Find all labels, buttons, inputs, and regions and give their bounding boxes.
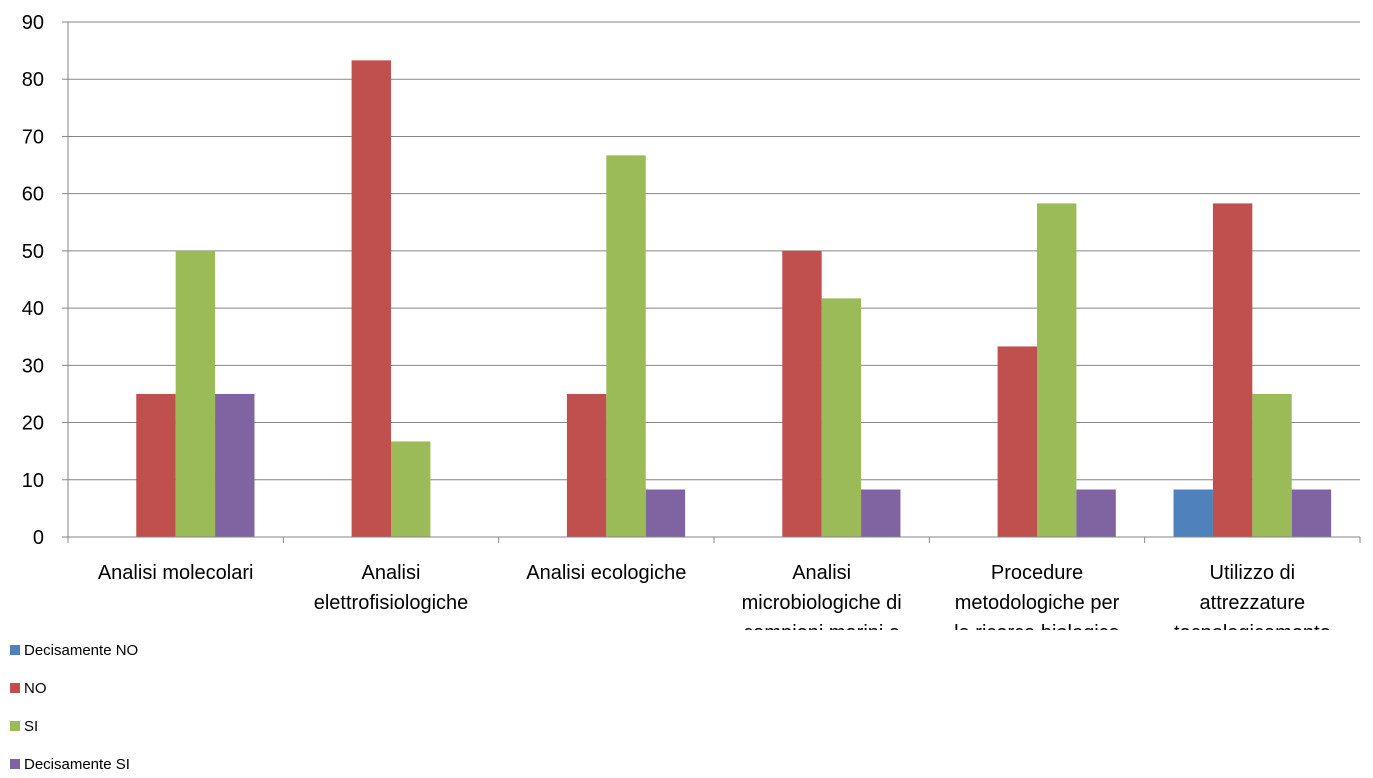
x-tick-label-line: microbiologiche di xyxy=(742,592,902,614)
y-tick-label: 70 xyxy=(22,126,44,148)
x-tick-label-line: Analisi xyxy=(362,562,421,584)
legend-label: Decisamente NO xyxy=(24,641,139,659)
legend-item-decisamente-si: Decisamente SI xyxy=(10,754,130,774)
y-tick-label: 80 xyxy=(22,69,44,91)
bar-si xyxy=(821,298,862,537)
x-tick-label-line: metodologiche per xyxy=(955,592,1120,614)
x-tick-label: Analisi molecolari xyxy=(98,562,254,584)
x-tick-label: Procedure metodologiche per la ricerca bio… xyxy=(954,562,1121,630)
legend-label: SI xyxy=(24,717,39,735)
x-tick-label-line: tecnologicamente xyxy=(1174,622,1331,630)
bar-decisamente-si xyxy=(645,489,686,537)
bar-no xyxy=(782,250,822,537)
bar-decisamente-si xyxy=(861,489,901,537)
x-tick-label: Analisi microbiologiche di campioni marini… xyxy=(742,562,902,630)
bar-si xyxy=(391,441,431,537)
legend-label: Decisamente SI xyxy=(24,755,130,773)
y-tick-label: 0 xyxy=(33,527,44,549)
x-tick-label-line: Procedure xyxy=(991,562,1083,584)
legend-item-si: SI xyxy=(10,716,38,736)
x-tick-label-line: attrezzature xyxy=(1200,592,1306,614)
x-tick-label-line: elettrofisiologiche xyxy=(314,592,469,614)
y-tick-label: 50 xyxy=(22,241,44,263)
x-tick-label-line: Utilizzo di xyxy=(1210,562,1296,584)
bars xyxy=(136,60,1332,538)
x-tick-label-line: campioni marini e xyxy=(743,622,900,630)
bar-no xyxy=(351,60,391,537)
legend-swatch xyxy=(10,645,20,655)
x-tick-label-line: la ricerca biologica xyxy=(954,622,1121,630)
y-tick-label: 10 xyxy=(22,470,44,492)
y-tick-label: 60 xyxy=(22,184,44,206)
bar-si xyxy=(1037,203,1077,537)
x-tick-label: Analisi ecologiche xyxy=(526,562,686,584)
bar-decisamente-si xyxy=(1291,489,1332,537)
legend-swatch xyxy=(10,759,20,769)
bar-no xyxy=(136,393,176,537)
bar-decisamente-no xyxy=(1173,489,1213,537)
legend-label: NO xyxy=(24,679,47,697)
bar-no xyxy=(1212,203,1253,537)
bar-no xyxy=(566,393,607,537)
y-tick-label: 30 xyxy=(22,355,44,377)
bar-decisamente-si xyxy=(215,393,255,537)
x-tick-label: Analisi elettrofisiologiche xyxy=(314,562,469,614)
bar-no xyxy=(997,346,1037,537)
bar-si xyxy=(1252,393,1292,537)
x-tick-label: Utilizzo diattrezzaturetecnologicamentea… xyxy=(1174,562,1331,630)
x-tick-label-line: Analisi xyxy=(792,562,851,584)
bar-decisamente-si xyxy=(1076,489,1116,537)
gridlines xyxy=(68,21,1360,481)
legend-item-decisamente-no: Decisamente NO xyxy=(10,640,138,660)
x-tick-label-line: Analisi molecolari xyxy=(98,562,254,584)
x-axis: Analisi molecolari Analisi elettrofisiolog… xyxy=(67,536,1361,630)
y-axis: 0 10 20 30 40 50 60 70 80 90 xyxy=(22,12,69,549)
x-tick-label-line: Analisi ecologiche xyxy=(526,562,686,584)
y-tick-label: 40 xyxy=(22,298,44,320)
y-tick-label: 90 xyxy=(22,12,44,34)
bar-si xyxy=(606,155,646,538)
bar-si xyxy=(175,250,216,537)
legend-item-no: NO xyxy=(10,678,47,698)
y-tick-label: 20 xyxy=(22,413,44,435)
legend-swatch xyxy=(10,683,20,693)
legend-swatch xyxy=(10,721,20,731)
